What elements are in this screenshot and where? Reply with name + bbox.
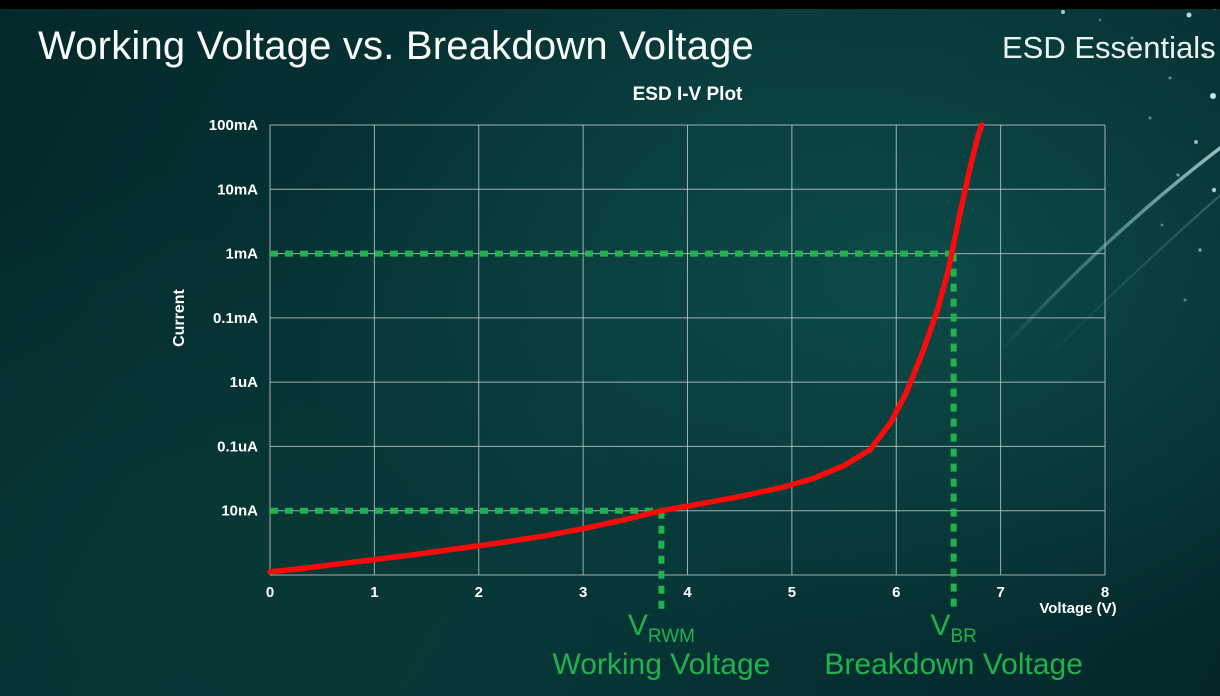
- star-dot: [1098, 18, 1102, 22]
- iv-curve: [267, 122, 985, 575]
- x-tick-label: 2: [475, 584, 483, 601]
- x-tick-label: 5: [788, 584, 796, 601]
- star-dot: [1194, 140, 1198, 144]
- brand-text: ESD Essentials: [1002, 30, 1216, 65]
- vrwm-symbol-letter: V: [627, 609, 648, 642]
- y-axis-label: Current: [171, 289, 188, 347]
- star-dot: [1176, 173, 1180, 177]
- vbr-symbol-subscript: BR: [950, 626, 977, 647]
- y-tick-label: 10mA: [217, 181, 258, 198]
- y-tick-label: 1uA: [230, 374, 259, 391]
- y-tick-label: 10nA: [221, 503, 258, 520]
- y-tick-label: 100mA: [209, 117, 258, 134]
- vbr-annotation: VBR Breakdown Voltage: [824, 610, 1083, 682]
- star-dot: [1198, 248, 1202, 252]
- y-tick-label: 0.1mA: [213, 310, 258, 327]
- x-tick-label: 1: [370, 584, 378, 601]
- y-tick-label: 0.1uA: [217, 438, 258, 455]
- x-tick-label: 7: [996, 584, 1004, 601]
- star-dot: [1168, 76, 1172, 80]
- slide-title: Working Voltage vs. Breakdown Voltage: [38, 24, 754, 68]
- vrwm-annotation: VRWM Working Voltage: [552, 610, 770, 682]
- star-dot: [1186, 12, 1192, 18]
- x-tick-label: 8: [1101, 584, 1109, 601]
- chart-title: ESD I-V Plot: [632, 84, 743, 105]
- vrwm-symbol-subscript: RWM: [647, 626, 695, 647]
- star-dot: [1210, 93, 1216, 99]
- star-dot: [1160, 223, 1164, 227]
- x-tick-label: 0: [266, 584, 274, 601]
- x-tick-label: 4: [683, 584, 692, 601]
- vrwm-symbol: VRWM: [552, 610, 770, 647]
- swoosh-curve: [998, 145, 1220, 366]
- vbr-symbol: VBR: [824, 610, 1083, 647]
- y-tick-label: 1mA: [225, 246, 258, 263]
- star-dot: [1183, 298, 1187, 302]
- vbr-label: Breakdown Voltage: [824, 647, 1083, 681]
- star-dot: [1148, 116, 1152, 120]
- star-dot: [1211, 187, 1217, 193]
- top-black-bar: [0, 0, 1220, 9]
- vbr-symbol-letter: V: [930, 609, 951, 642]
- x-axis-label: Voltage (V): [1039, 600, 1117, 617]
- x-tick-label: 6: [892, 584, 900, 601]
- star-dot: [1061, 10, 1065, 14]
- x-tick-label: 3: [579, 584, 587, 601]
- vrwm-label: Working Voltage: [552, 647, 771, 681]
